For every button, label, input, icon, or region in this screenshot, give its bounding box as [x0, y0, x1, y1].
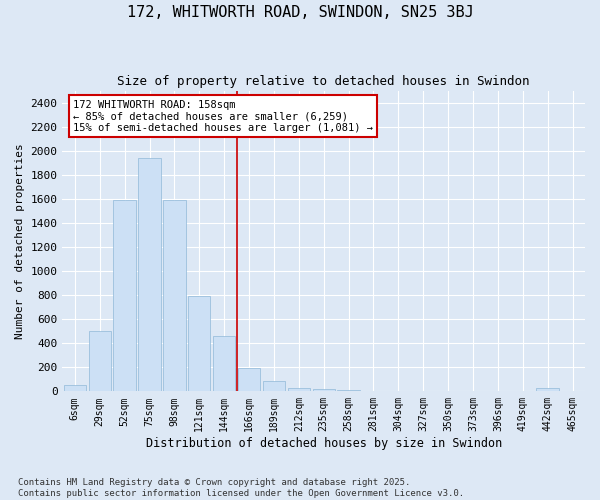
Bar: [113, 200, 136, 392]
Bar: [238, 368, 260, 392]
Bar: [362, 390, 385, 392]
Bar: [337, 390, 360, 392]
Bar: [263, 381, 285, 392]
Title: Size of property relative to detached houses in Swindon: Size of property relative to detached ho…: [118, 75, 530, 88]
X-axis label: Distribution of detached houses by size in Swindon: Distribution of detached houses by size …: [146, 437, 502, 450]
Bar: [536, 388, 559, 392]
Bar: [213, 336, 235, 392]
Bar: [64, 386, 86, 392]
Text: 172, WHITWORTH ROAD, SWINDON, SN25 3BJ: 172, WHITWORTH ROAD, SWINDON, SN25 3BJ: [127, 5, 473, 20]
Y-axis label: Number of detached properties: Number of detached properties: [15, 143, 25, 339]
Bar: [139, 158, 161, 392]
Text: 172 WHITWORTH ROAD: 158sqm
← 85% of detached houses are smaller (6,259)
15% of s: 172 WHITWORTH ROAD: 158sqm ← 85% of deta…: [73, 100, 373, 133]
Bar: [188, 296, 211, 392]
Text: Contains HM Land Registry data © Crown copyright and database right 2025.
Contai: Contains HM Land Registry data © Crown c…: [18, 478, 464, 498]
Bar: [163, 200, 185, 392]
Bar: [89, 331, 111, 392]
Bar: [313, 389, 335, 392]
Bar: [287, 388, 310, 392]
